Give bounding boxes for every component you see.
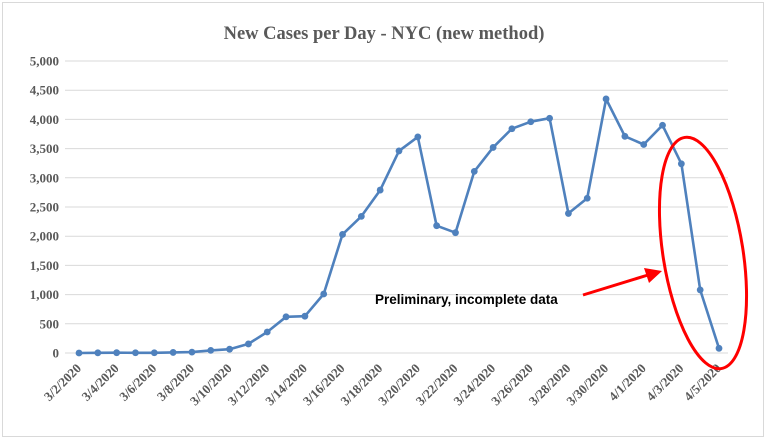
annotation-arrow-head bbox=[644, 268, 662, 283]
data-point bbox=[113, 349, 121, 357]
annotation-layer: Preliminary, incomplete data bbox=[375, 135, 749, 371]
data-point bbox=[602, 95, 610, 103]
data-point bbox=[150, 349, 158, 357]
y-tick-label: 4,000 bbox=[30, 112, 59, 127]
data-point bbox=[207, 346, 215, 354]
data-point bbox=[169, 349, 177, 356]
chart-frame: New Cases per Day - NYC (new method) 0 50… bbox=[2, 2, 764, 437]
y-tick-label: 5,000 bbox=[30, 54, 59, 69]
data-point bbox=[621, 132, 629, 140]
data-point bbox=[508, 125, 516, 133]
line-chart: New Cases per Day - NYC (new method) 0 50… bbox=[30, 24, 749, 409]
data-point bbox=[414, 133, 422, 141]
x-tick-label: 4/3/2020 bbox=[643, 361, 686, 404]
data-point bbox=[339, 231, 346, 238]
data-point bbox=[677, 160, 685, 168]
y-tick-label: 2,000 bbox=[30, 229, 59, 244]
data-points bbox=[75, 95, 723, 357]
data-point bbox=[188, 348, 196, 356]
data-point bbox=[301, 312, 309, 320]
data-point bbox=[489, 144, 497, 151]
data-point bbox=[433, 222, 441, 230]
x-tick-label: 3/2/2020 bbox=[41, 361, 84, 404]
data-point bbox=[132, 349, 139, 357]
data-point bbox=[470, 167, 478, 175]
data-point bbox=[245, 340, 252, 348]
gridlines bbox=[65, 60, 728, 354]
y-tick-label: 1,000 bbox=[30, 287, 59, 302]
y-tick-label: 2,500 bbox=[30, 200, 59, 215]
x-tick-label: 3/4/2020 bbox=[78, 361, 121, 404]
x-axis-tick-labels: 3/2/20203/4/20203/6/20203/8/20203/10/202… bbox=[41, 361, 724, 409]
data-point bbox=[395, 147, 403, 155]
data-point bbox=[640, 141, 648, 148]
data-point bbox=[320, 290, 328, 298]
data-point bbox=[715, 344, 723, 352]
y-axis-tick-labels: 0 500 1,000 1,500 2,000 2,500 3,000 3,500 4,000 4… bbox=[30, 54, 59, 361]
y-tick-label: 500 bbox=[40, 316, 60, 331]
y-tick-label: 3,500 bbox=[30, 141, 59, 156]
y-tick-label: 3,000 bbox=[30, 170, 59, 185]
data-point bbox=[527, 118, 535, 126]
x-tick-label: 3/30/2020 bbox=[563, 361, 611, 409]
data-point bbox=[226, 345, 233, 353]
annotation-arrow-shaft bbox=[582, 273, 649, 297]
data-point bbox=[546, 114, 553, 122]
data-point bbox=[659, 121, 666, 129]
x-tick-label: 3/6/2020 bbox=[116, 361, 159, 404]
data-point bbox=[583, 194, 591, 202]
data-point bbox=[263, 328, 271, 336]
chart-title: New Cases per Day - NYC (new method) bbox=[224, 24, 545, 44]
data-point bbox=[75, 349, 83, 357]
data-point bbox=[357, 212, 365, 220]
y-tick-label: 0 bbox=[53, 346, 60, 361]
data-point bbox=[282, 313, 290, 321]
x-tick-label: 4/5/2020 bbox=[681, 361, 724, 404]
annotation-text: Preliminary, incomplete data bbox=[375, 292, 558, 307]
data-point bbox=[452, 229, 459, 237]
data-point bbox=[376, 186, 384, 194]
y-tick-label: 1,500 bbox=[30, 258, 59, 273]
x-tick-label: 4/1/2020 bbox=[606, 361, 649, 404]
y-tick-label: 4,500 bbox=[30, 83, 59, 98]
data-point bbox=[696, 286, 704, 294]
data-point bbox=[94, 349, 102, 357]
data-point bbox=[565, 210, 572, 217]
highlight-ellipse bbox=[657, 135, 749, 371]
